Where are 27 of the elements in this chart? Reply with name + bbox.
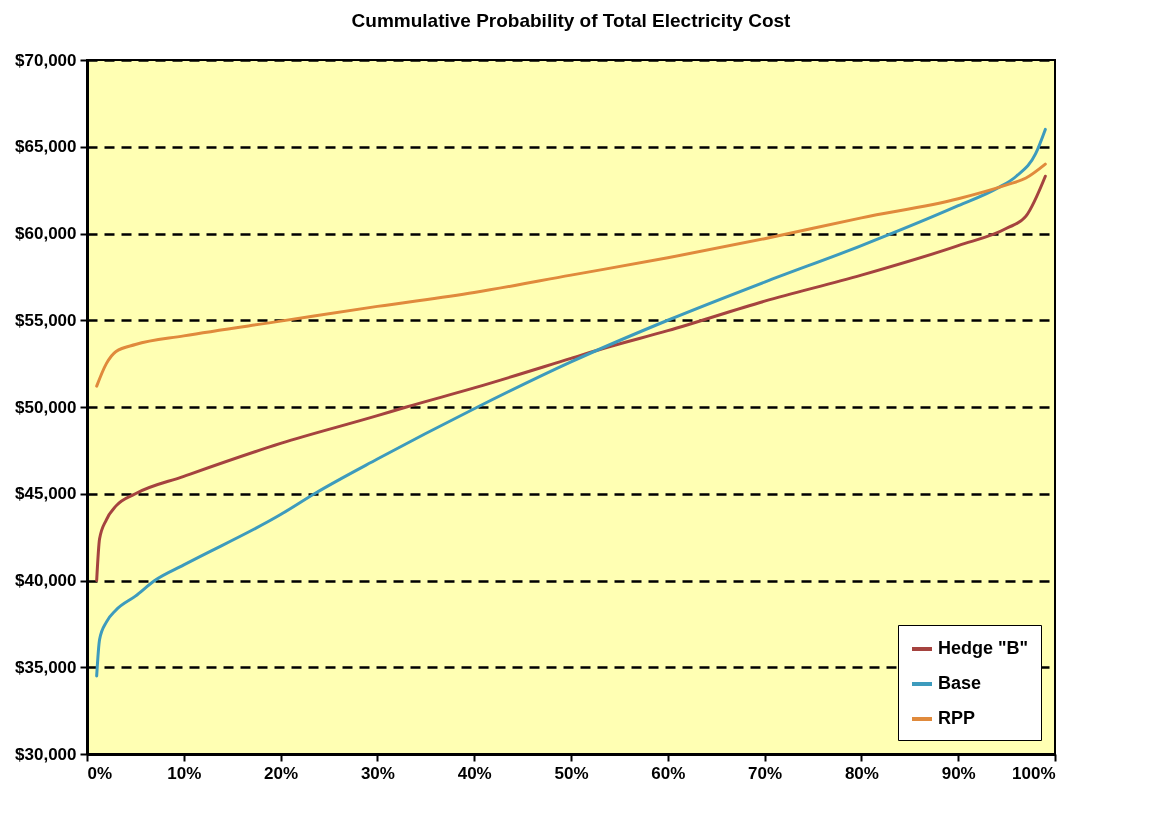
y-tick-label: $30,000 — [15, 744, 77, 764]
line-series — [95, 174, 1047, 582]
x-tick-label: 30% — [360, 763, 395, 783]
legend-label: Hedge "B" — [938, 638, 1029, 658]
legend-label: RPP — [938, 708, 976, 728]
x-tick-label: 20% — [264, 763, 299, 783]
y-tick-label: $35,000 — [15, 657, 77, 677]
y-tick-label: $50,000 — [15, 397, 77, 417]
y-tick-label: $65,000 — [15, 137, 77, 157]
line-series — [95, 162, 1047, 388]
x-tick-label: 40% — [457, 763, 492, 783]
line-series — [95, 127, 1047, 678]
x-tick-label: 10% — [167, 763, 202, 783]
y-tick-label: $70,000 — [15, 50, 77, 70]
x-tick-label: 80% — [844, 763, 879, 783]
x-tick-label: 70% — [748, 763, 783, 783]
y-tick-label: $60,000 — [15, 224, 77, 243]
y-tick-label: $45,000 — [15, 484, 77, 504]
x-tick-label: 100% — [1012, 763, 1056, 783]
y-tick-label: $55,000 — [15, 310, 77, 330]
x-tick-label: 90% — [941, 763, 976, 783]
x-tick-label: 0% — [87, 763, 113, 783]
chart-title: Cummulative Probability of Total Electricity Cost — [351, 10, 792, 31]
legend-label: Base — [938, 673, 982, 693]
y-tick-label: $40,000 — [15, 571, 77, 590]
x-tick-label: 60% — [651, 763, 686, 783]
x-tick-label: 50% — [554, 763, 589, 783]
